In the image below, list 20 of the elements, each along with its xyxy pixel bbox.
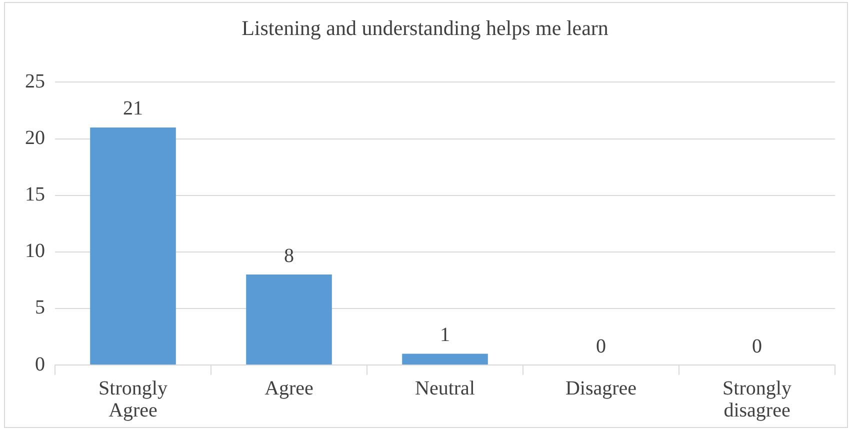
y-tick-label: 5 [35, 296, 45, 319]
bar [402, 354, 488, 364]
y-tick-label: 25 [25, 70, 45, 92]
chart-title: Listening and understanding helps me learn [242, 16, 609, 40]
bar [246, 274, 332, 364]
x-tick-label: Neutral [415, 377, 476, 400]
data-label: 21 [123, 98, 143, 120]
y-tick-label: 0 [35, 353, 45, 376]
y-tick-label: 10 [25, 240, 45, 262]
x-tick-label: Strongly Agree [98, 377, 168, 422]
data-label: 0 [596, 335, 606, 358]
x-tick-label: Disagree [565, 377, 637, 400]
y-tick-label: 20 [25, 127, 45, 150]
data-label: 8 [284, 244, 294, 267]
y-tick-label: 15 [25, 184, 45, 206]
bar [90, 127, 176, 364]
x-tick-label: Strongly disagree [722, 377, 792, 422]
data-label: 0 [752, 335, 762, 358]
x-tick-label: Agree [264, 377, 314, 400]
data-label: 1 [440, 324, 450, 346]
